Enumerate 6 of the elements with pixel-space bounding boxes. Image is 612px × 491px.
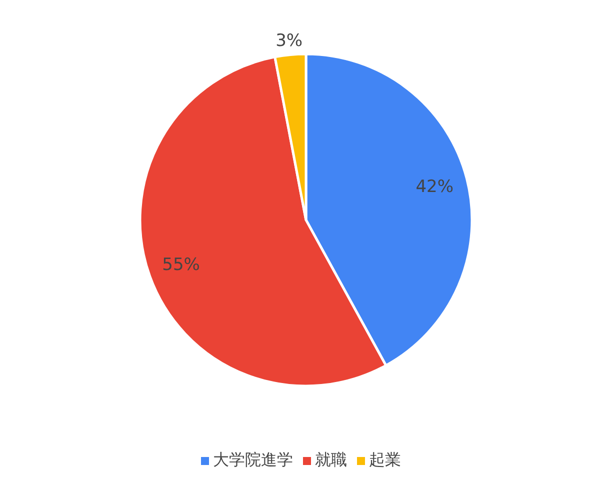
data-label: 42% [416, 176, 454, 197]
legend-label: 就職 [315, 450, 347, 469]
legend-label: 大学院進学 [213, 450, 293, 469]
legend-label: 起業 [369, 450, 401, 469]
data-label: 3% [276, 30, 303, 51]
data-label: 55% [162, 254, 200, 275]
